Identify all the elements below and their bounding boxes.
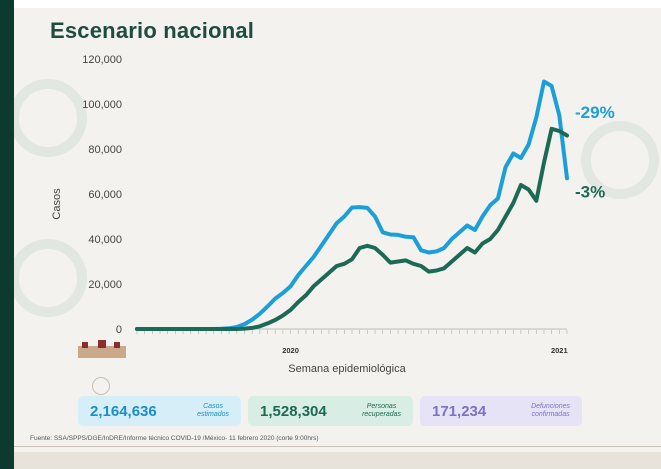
series-line-1 [135, 79, 569, 331]
stat-casos-value: 2,164,636 [90, 402, 157, 420]
series-line-2 [135, 126, 569, 331]
stat-casos-label: Casos estimados [197, 403, 229, 418]
stat-defunciones-label: Defunciones confirmadas [531, 403, 570, 418]
stat-recuperadas-label: Personas recuperadas [362, 403, 401, 418]
stat-recuperadas-value: 1,528,304 [260, 402, 327, 420]
y-tick-label: 20,000 [88, 279, 122, 291]
page-title: Escenario nacional [50, 18, 255, 43]
series-layer [135, 79, 569, 331]
bottom-strip [14, 452, 661, 469]
y-tick-label: 120,000 [82, 54, 122, 66]
sidebar-strip [0, 0, 14, 469]
labels-layer: -29% -3% [575, 103, 615, 202]
series-end-label-2: -3% [575, 183, 605, 202]
y-tick-label: 60,000 [88, 189, 122, 201]
stat-defunciones-confirmadas: 171,234 Defunciones confirmadas [420, 396, 582, 426]
footer-divider [14, 446, 661, 447]
building-logo [78, 340, 126, 358]
header-bar [14, 0, 661, 8]
stat-defunciones-value: 171,234 [432, 402, 487, 420]
source-note: Fuente: SSA/SPPS/DGE/InDRE/Informe técni… [30, 435, 319, 442]
x-year-label: 2020 [282, 346, 299, 355]
stat-personas-recuperadas: 1,528,304 Personas recuperadas [248, 396, 413, 426]
y-tick-label: 100,000 [82, 99, 122, 111]
series-end-label-1: -29% [575, 103, 615, 122]
x-year-label: 2021 [551, 346, 568, 355]
y-axis: 0 20,000 40,000 60,000 80,000 100,000 120,000 C… [51, 54, 122, 336]
x-axis: 2020 2021 Semana epidemiológica [136, 328, 568, 375]
x-axis-title: Semana epidemiológica [288, 363, 406, 375]
seal-icon [92, 377, 110, 395]
y-tick-label: 0 [116, 324, 122, 336]
y-tick-label: 40,000 [88, 234, 122, 246]
y-axis-title: Casos [51, 188, 63, 220]
watermark-ornament [9, 79, 659, 317]
stat-casos-estimados: 2,164,636 Casos estimados [78, 396, 241, 426]
y-tick-label: 80,000 [88, 144, 122, 156]
